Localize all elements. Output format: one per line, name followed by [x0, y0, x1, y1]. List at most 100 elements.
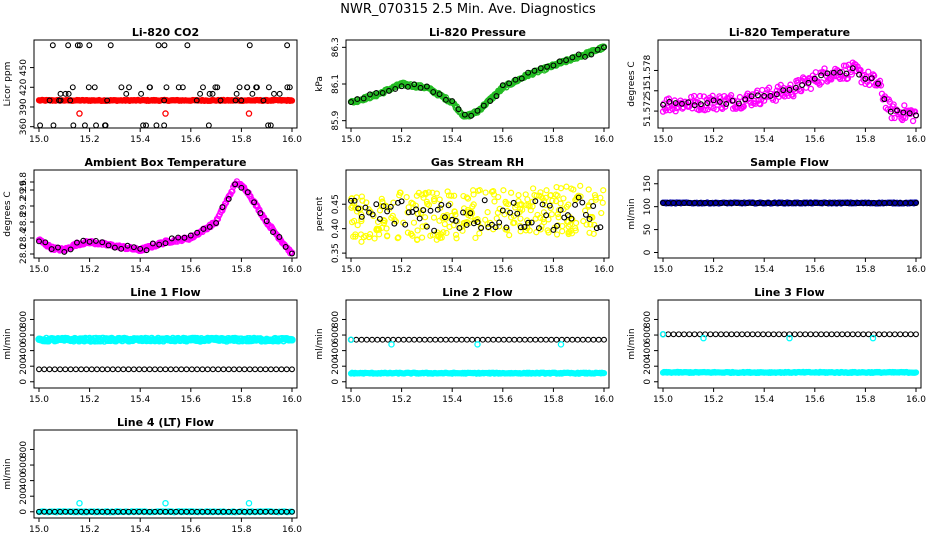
x-tick-label: 15.2 [392, 265, 412, 275]
data-point [495, 223, 503, 230]
data-point [153, 122, 160, 129]
data-point [481, 197, 488, 204]
data-point [572, 227, 579, 234]
data-point [563, 203, 570, 210]
x-tick-label: 15.6 [181, 525, 201, 535]
data-point [288, 336, 296, 344]
data-point [409, 200, 417, 207]
data-point [246, 42, 253, 49]
data-point [579, 336, 586, 343]
data-point [665, 95, 672, 102]
y-tick-label: 51.578 [643, 54, 653, 86]
data-point [544, 63, 551, 70]
x-tick-label: 15.8 [231, 135, 251, 145]
data-point [416, 336, 423, 343]
y-tick-label: 29.8 [19, 172, 29, 192]
data-point [588, 51, 595, 58]
data-point [760, 331, 767, 338]
chart-panel-6: Sample Flow ml/min 15.0 15.2 15.4 15.6 15.8 16.… [627, 156, 926, 275]
plot-frame [33, 169, 298, 259]
data-point [378, 195, 385, 202]
data-point [790, 93, 797, 100]
data-point [823, 331, 830, 338]
data-point [358, 213, 365, 220]
data-point [491, 198, 498, 205]
chart-panel-1: Li-820 CO2 Licor ppm 15.0 15.2 15.4 15.6 15.8 1… [3, 26, 302, 145]
data-point [503, 224, 510, 231]
y-tick-label: 450 [19, 59, 29, 76]
data-point [70, 122, 77, 129]
data-point [463, 221, 470, 228]
y-tick-label: 0.40 [331, 218, 341, 238]
data-point [600, 370, 608, 377]
data-point [452, 217, 459, 224]
data-point [710, 105, 717, 112]
data-point [284, 84, 291, 91]
data-point [522, 191, 529, 198]
data-point [487, 98, 494, 104]
y-tick-label: 400 [19, 472, 29, 489]
data-point [546, 202, 553, 209]
data-point [155, 42, 162, 49]
data-point [358, 215, 365, 223]
data-point [599, 199, 606, 206]
data-point [754, 92, 761, 99]
data-point [894, 107, 900, 114]
data-point [855, 331, 861, 338]
data-point [163, 84, 170, 91]
data-point [744, 331, 751, 338]
data-point [751, 97, 758, 105]
x-tick-label: 15.6 [805, 265, 825, 275]
data-point [282, 243, 289, 250]
data-point [422, 222, 429, 229]
data-point [881, 331, 888, 338]
data-point [492, 224, 499, 231]
data-point [354, 222, 361, 229]
data-point [526, 227, 533, 234]
data-point [729, 97, 736, 104]
data-point [484, 209, 491, 216]
data-point [351, 197, 358, 204]
x-tick-label: 15.0 [653, 395, 673, 405]
data-point [376, 215, 383, 222]
data-point [86, 238, 93, 245]
data-point [267, 122, 274, 129]
data-point [532, 336, 539, 343]
data-point [469, 203, 476, 210]
data-point [244, 84, 251, 91]
data-point [577, 182, 584, 189]
data-point [590, 203, 597, 209]
data-point [482, 216, 489, 223]
data-point [355, 205, 362, 212]
data-point [232, 97, 239, 104]
data-point [256, 206, 263, 213]
plot-frame [33, 39, 298, 129]
y-tick-label: 0 [643, 249, 653, 255]
data-point [586, 216, 593, 222]
data-point [539, 201, 546, 208]
data-point [215, 366, 222, 373]
data-point [288, 97, 296, 104]
data-point [837, 69, 844, 76]
data-point [836, 75, 844, 83]
data-point [422, 189, 429, 197]
data-point [554, 210, 562, 218]
data-point [120, 366, 127, 373]
data-point [118, 84, 125, 91]
data-point [442, 96, 449, 103]
data-point [188, 366, 195, 373]
data-point [500, 336, 507, 343]
data-point [735, 100, 742, 107]
data-point [225, 196, 232, 202]
data-point [162, 240, 169, 247]
y-tick-label: 85.9 [331, 110, 341, 130]
data-point [124, 242, 131, 249]
data-point [104, 97, 111, 104]
data-point [818, 79, 825, 86]
y-tick-label: 29.6 [19, 180, 29, 200]
x-tick-label: 15.4 [130, 135, 150, 145]
x-tick-label: 15.4 [754, 395, 774, 405]
data-point [57, 90, 64, 97]
data-point [168, 235, 175, 242]
